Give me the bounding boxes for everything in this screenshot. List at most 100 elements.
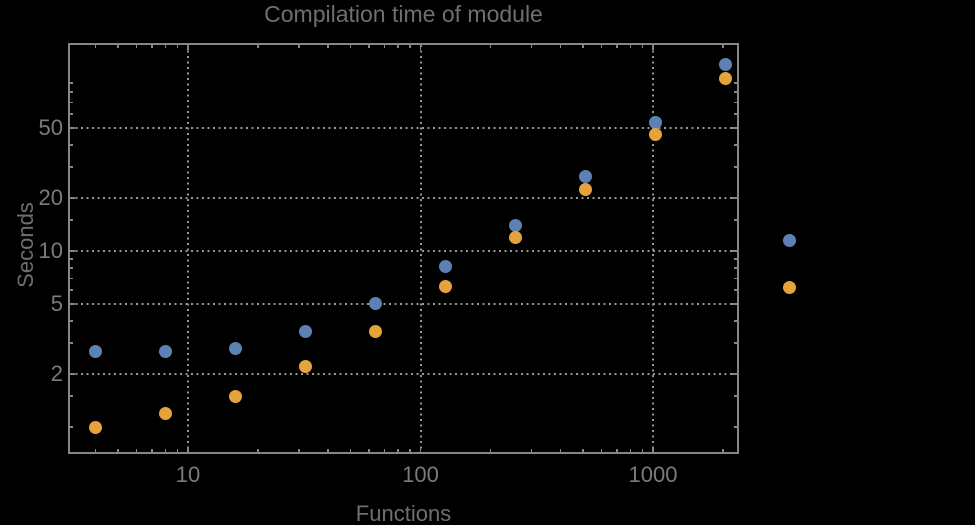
data-point-series-1-blue: [718, 57, 732, 71]
data-point-series-2-orange: [718, 72, 732, 86]
x-minor-tick: [397, 45, 399, 48]
x-minor-tick: [117, 449, 119, 452]
data-point-series-2-orange: [648, 127, 662, 141]
gridline-horizontal: [70, 197, 737, 200]
x-minor-tick: [117, 45, 119, 48]
y-minor-tick: [70, 320, 73, 322]
y-minor-tick: [70, 267, 73, 269]
x-minor-tick: [349, 45, 352, 48]
data-point-series-1-blue: [438, 259, 452, 273]
legend-marker-series-1-blue: [783, 234, 796, 247]
x-minor-tick: [397, 449, 399, 452]
y-minor-tick: [70, 101, 73, 103]
y-minor-tick: [70, 113, 73, 115]
x-minor-tick: [94, 45, 97, 48]
y-minor-tick: [734, 320, 737, 322]
data-point-series-1-blue: [648, 115, 662, 129]
x-minor-tick: [629, 45, 632, 48]
y-minor-tick: [70, 91, 73, 93]
y-tick-label: 2: [50, 361, 63, 387]
y-major-tick: [732, 303, 737, 305]
y-minor-tick: [734, 277, 737, 279]
x-minor-tick: [582, 449, 584, 452]
data-point-series-1-blue: [368, 297, 382, 311]
x-minor-tick: [298, 449, 300, 452]
data-point-series-2-orange: [438, 279, 452, 293]
x-minor-tick: [164, 45, 167, 48]
x-tick-label: 100: [402, 462, 439, 487]
x-minor-tick: [559, 449, 562, 452]
x-minor-tick: [582, 45, 584, 48]
y-major-tick: [70, 373, 75, 375]
data-point-series-2-orange: [508, 231, 522, 245]
x-minor-tick: [600, 45, 603, 48]
y-minor-tick: [734, 219, 737, 221]
x-minor-tick: [135, 449, 138, 452]
x-major-tick: [652, 447, 654, 452]
y-major-tick: [732, 197, 737, 199]
y-tick-label: 50: [38, 114, 63, 140]
data-point-series-2-orange: [368, 324, 382, 338]
y-minor-tick: [734, 289, 737, 291]
y-minor-tick: [734, 342, 737, 344]
y-minor-tick: [70, 82, 73, 84]
x-tick-label: 10: [175, 462, 201, 487]
y-minor-tick: [70, 166, 73, 168]
x-minor-tick: [383, 449, 386, 452]
x-axis-label: Functions: [355, 501, 452, 525]
x-minor-tick: [257, 449, 259, 452]
y-major-tick: [70, 250, 75, 252]
y-minor-tick: [70, 426, 73, 428]
x-minor-tick: [641, 45, 644, 48]
data-point-series-1-blue: [298, 324, 312, 338]
data-point-series-1-blue: [158, 344, 172, 358]
gridline-vertical: [187, 45, 189, 452]
x-minor-tick: [600, 449, 603, 452]
y-major-tick: [70, 197, 75, 199]
x-minor-tick: [409, 449, 411, 452]
y-minor-tick: [734, 91, 737, 93]
y-minor-tick: [734, 82, 737, 84]
data-point-series-2-orange: [228, 389, 242, 403]
y-minor-tick: [70, 395, 73, 397]
y-minor-tick: [734, 267, 737, 269]
y-tick-label: 10: [38, 238, 63, 263]
y-minor-tick: [734, 395, 737, 397]
x-minor-tick: [176, 449, 179, 452]
x-minor-tick: [383, 45, 386, 48]
data-point-series-1-blue: [228, 341, 242, 355]
gridline-horizontal: [70, 250, 737, 252]
x-minor-tick: [94, 449, 97, 452]
x-minor-tick: [616, 449, 618, 452]
gridline-horizontal: [70, 126, 737, 129]
y-major-tick: [70, 127, 75, 129]
x-major-tick: [419, 45, 422, 50]
x-minor-tick: [257, 45, 259, 48]
x-minor-tick: [559, 45, 562, 48]
x-minor-tick: [489, 45, 492, 48]
gridline-horizontal: [70, 302, 737, 305]
y-tick-label: 5: [50, 290, 63, 316]
y-minor-tick: [70, 144, 73, 146]
gridline-vertical: [652, 45, 654, 452]
y-minor-tick: [70, 219, 73, 221]
y-minor-tick: [70, 289, 73, 291]
x-minor-tick: [641, 449, 644, 452]
legend-marker-series-2-orange: [783, 281, 796, 294]
x-minor-tick: [368, 449, 370, 452]
x-minor-tick: [530, 45, 533, 48]
x-minor-tick: [298, 45, 300, 48]
x-minor-tick: [327, 449, 329, 452]
x-major-tick: [187, 45, 189, 50]
data-point-series-1-blue: [578, 170, 592, 184]
x-minor-tick: [722, 449, 724, 452]
x-minor-tick: [135, 45, 138, 48]
x-minor-tick: [349, 449, 352, 452]
y-minor-tick: [734, 166, 737, 168]
x-minor-tick: [616, 45, 618, 48]
x-minor-tick: [151, 45, 153, 48]
x-minor-tick: [368, 45, 370, 48]
data-point-series-1-blue: [508, 218, 522, 232]
x-minor-tick: [327, 45, 329, 48]
